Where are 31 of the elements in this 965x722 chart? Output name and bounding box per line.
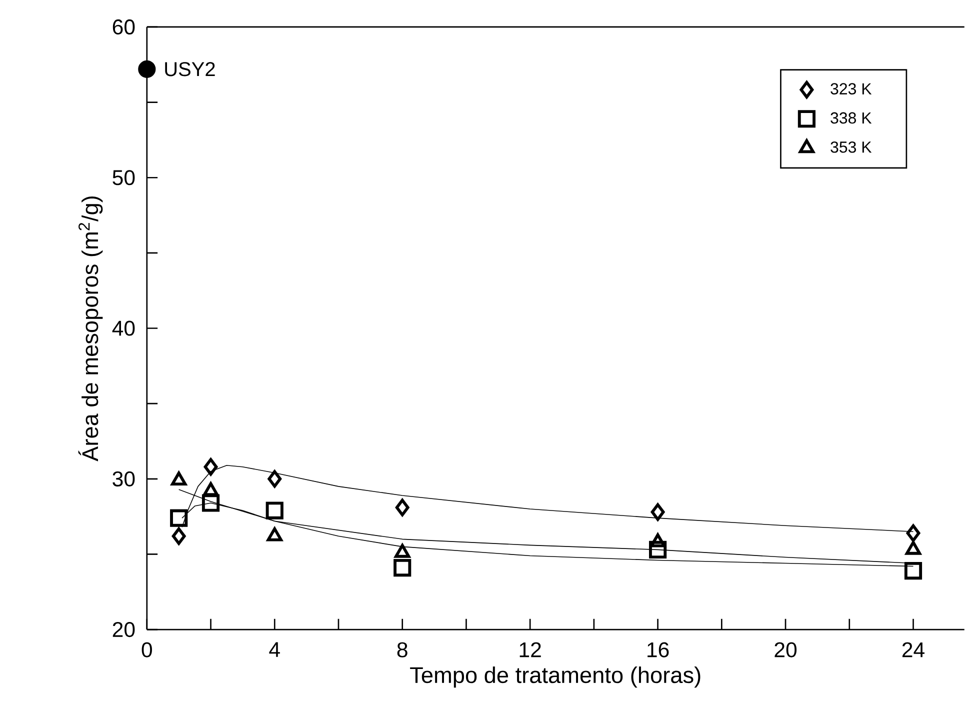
x-tick-label: 12 [520,642,541,657]
legend-label: 338 K [830,112,872,124]
x-tick-label: 4 [269,642,280,657]
x-tick-label: 16 [648,642,669,658]
y-tick-label: 40 [112,320,135,336]
point [170,509,188,527]
point [650,503,665,521]
legend-label: 353 K [830,141,872,153]
x-tick-label: 8 [397,642,408,658]
point [202,494,220,512]
x-tick-label: 24 [902,642,924,657]
y-tick-label: 60 [112,19,135,34]
point [172,527,186,545]
x-axis-title: Tempo de tratamento (horas) [410,666,700,688]
y-axis-title: Área de mesoporos (m$^{2}$/g) [78,196,103,462]
point [904,562,922,580]
point [649,540,667,558]
point [906,524,920,542]
point [394,558,412,576]
point [268,470,282,488]
point [266,502,284,520]
annotation: USY2 [165,62,215,76]
y-tick-label: 50 [112,170,135,185]
y-tick-label: 20 [112,622,135,637]
point [204,458,218,476]
x-tick-label: 20 [774,642,797,658]
point [395,498,410,516]
point [138,60,156,78]
y-tick-label: 30 [112,471,135,486]
x-tick-label: 0 [142,642,152,658]
legend-label: 323 K [830,82,872,94]
